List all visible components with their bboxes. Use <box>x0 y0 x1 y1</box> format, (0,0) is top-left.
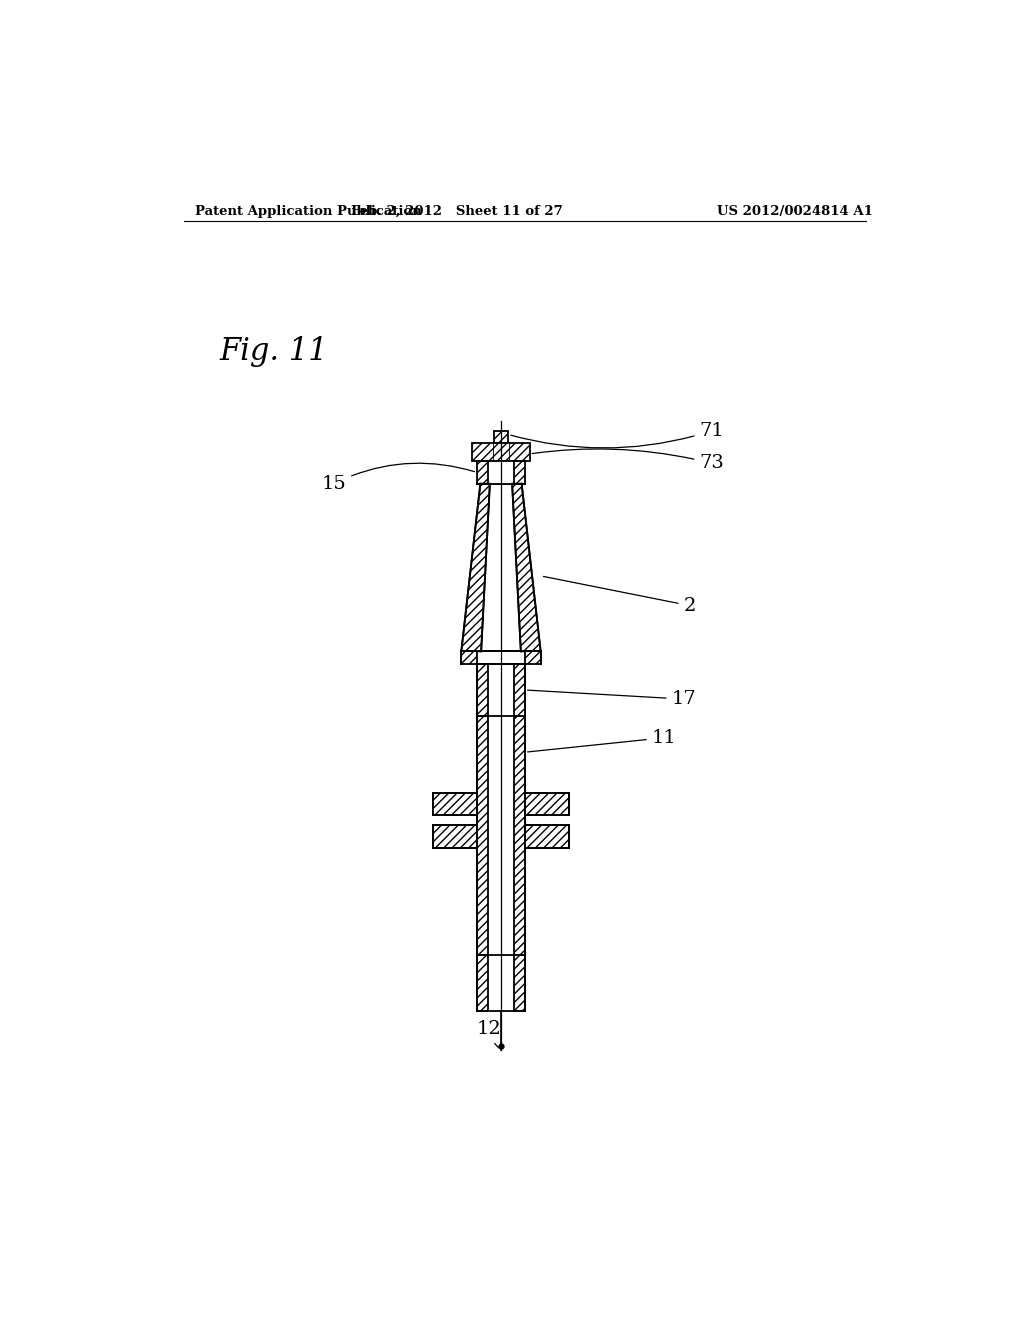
Bar <box>433 792 477 814</box>
Text: Fig. 11: Fig. 11 <box>219 337 328 367</box>
Bar <box>477 664 488 717</box>
Bar <box>433 825 477 847</box>
Text: US 2012/0024814 A1: US 2012/0024814 A1 <box>717 205 872 218</box>
Bar <box>514 664 524 717</box>
Polygon shape <box>461 651 477 664</box>
Text: 73: 73 <box>532 449 724 473</box>
Bar <box>524 825 569 847</box>
Bar <box>494 430 508 444</box>
Bar <box>477 956 488 1011</box>
Text: 15: 15 <box>322 463 474 492</box>
Text: 17: 17 <box>527 690 696 708</box>
Text: 2: 2 <box>544 577 696 615</box>
Polygon shape <box>461 483 489 651</box>
Polygon shape <box>524 651 541 664</box>
Text: 71: 71 <box>511 422 724 447</box>
Text: 11: 11 <box>527 729 677 752</box>
Bar <box>472 444 529 461</box>
Text: 12: 12 <box>477 1020 502 1048</box>
Bar <box>514 717 524 956</box>
Bar <box>487 461 514 483</box>
Bar <box>524 792 569 814</box>
Bar <box>514 956 524 1011</box>
Polygon shape <box>512 483 541 651</box>
Text: Feb. 2, 2012   Sheet 11 of 27: Feb. 2, 2012 Sheet 11 of 27 <box>351 205 563 218</box>
Text: Patent Application Publication: Patent Application Publication <box>196 205 422 218</box>
Bar <box>477 461 524 483</box>
Bar <box>477 717 488 956</box>
